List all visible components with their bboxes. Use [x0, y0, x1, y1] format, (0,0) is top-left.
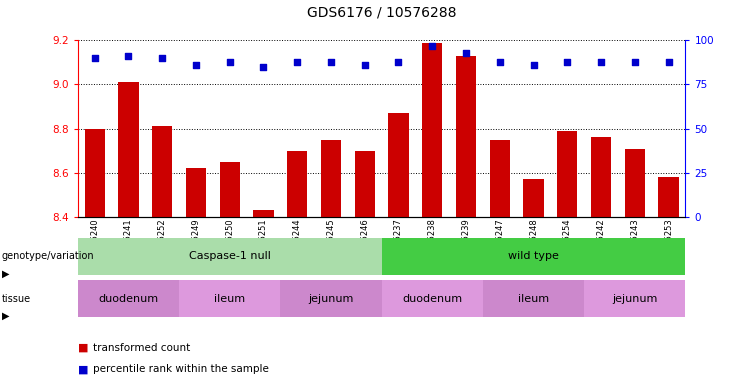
Bar	[321, 140, 341, 217]
Bar	[219, 162, 240, 217]
Bar	[591, 137, 611, 217]
Bar	[456, 56, 476, 217]
Text: genotype/variation: genotype/variation	[1, 251, 94, 262]
Text: ileum: ileum	[214, 293, 245, 304]
Point	[528, 62, 539, 68]
Text: Caspase-1 null: Caspase-1 null	[189, 251, 270, 262]
Bar	[388, 113, 408, 217]
Text: percentile rank within the sample: percentile rank within the sample	[93, 364, 268, 374]
Bar	[625, 149, 645, 217]
Point	[359, 62, 370, 68]
Text: transformed count: transformed count	[93, 343, 190, 353]
Text: ileum: ileum	[518, 293, 549, 304]
Point	[662, 58, 674, 65]
Text: jejunum: jejunum	[612, 293, 657, 304]
Point	[258, 64, 270, 70]
Bar	[355, 151, 375, 217]
Bar	[186, 169, 206, 217]
Point	[89, 55, 101, 61]
Text: wild type: wild type	[508, 251, 559, 262]
Point	[562, 58, 574, 65]
Text: GDS6176 / 10576288: GDS6176 / 10576288	[307, 5, 456, 19]
Bar	[253, 210, 273, 217]
Bar	[557, 131, 577, 217]
Bar	[287, 151, 308, 217]
Point	[291, 58, 303, 65]
Bar	[523, 179, 544, 217]
Text: ■: ■	[78, 364, 88, 374]
Point	[426, 43, 438, 49]
Text: duodenum: duodenum	[402, 293, 462, 304]
Bar	[422, 43, 442, 217]
Bar	[152, 126, 173, 217]
Bar	[659, 177, 679, 217]
Text: duodenum: duodenum	[99, 293, 159, 304]
Text: jejunum: jejunum	[308, 293, 353, 304]
Bar	[84, 129, 104, 217]
Point	[122, 53, 134, 59]
Text: ■: ■	[78, 343, 88, 353]
Point	[460, 50, 472, 56]
Text: ▶: ▶	[1, 311, 9, 321]
Point	[325, 58, 337, 65]
Point	[190, 62, 202, 68]
Point	[494, 58, 505, 65]
Point	[224, 58, 236, 65]
Text: ▶: ▶	[1, 268, 9, 279]
Bar	[119, 82, 139, 217]
Point	[595, 58, 607, 65]
Text: tissue: tissue	[1, 293, 30, 304]
Point	[393, 58, 405, 65]
Point	[156, 55, 168, 61]
Point	[629, 58, 641, 65]
Bar	[490, 140, 510, 217]
